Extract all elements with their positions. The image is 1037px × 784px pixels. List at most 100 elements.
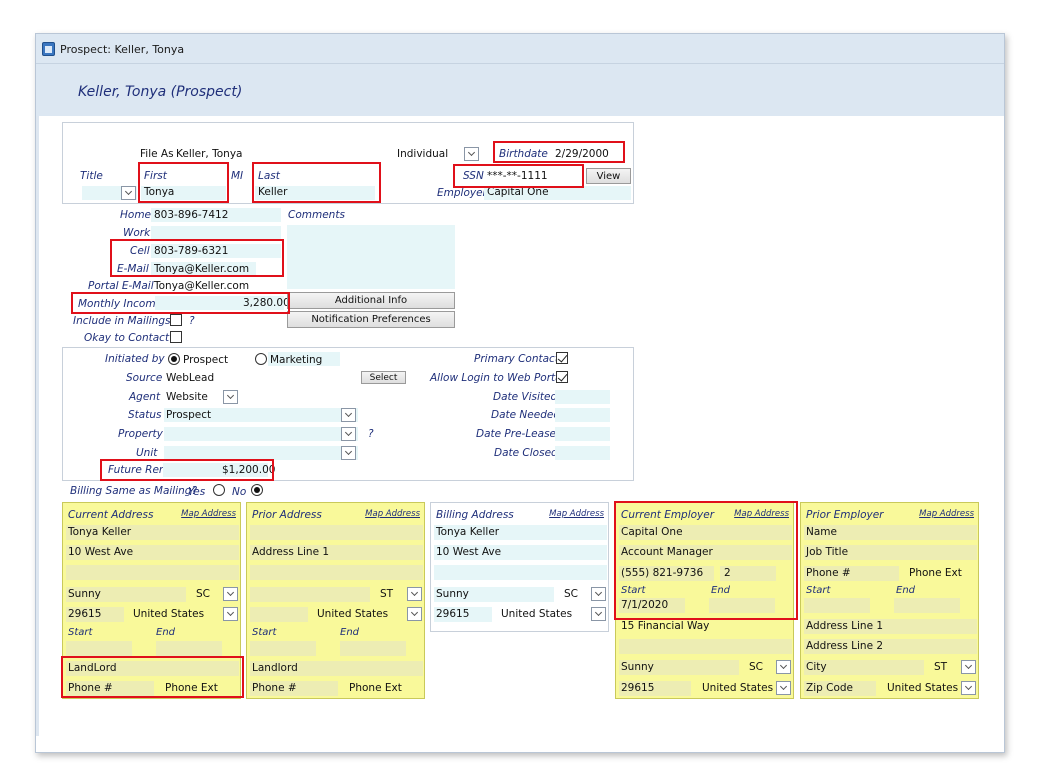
okay-contact-checkbox[interactable] — [170, 331, 182, 343]
pe-line1-field[interactable] — [804, 619, 977, 634]
ba-line2-field[interactable] — [434, 565, 607, 580]
pe-state-dropdown[interactable] — [961, 660, 976, 674]
billing-same-no-radio[interactable] — [251, 484, 263, 496]
ca-line1-field[interactable] — [66, 545, 239, 560]
ce-end-field[interactable] — [709, 598, 775, 613]
ce-state-dropdown[interactable] — [776, 660, 791, 674]
ca-line2-field[interactable] — [66, 565, 239, 580]
agent-dropdown[interactable] — [223, 390, 238, 404]
select-source-button[interactable]: Select — [361, 371, 406, 384]
ca-state-dropdown[interactable] — [223, 587, 238, 601]
agent-value[interactable]: Website — [166, 391, 208, 403]
date-closed-field[interactable] — [555, 446, 610, 460]
ca-end-field[interactable] — [156, 641, 222, 656]
pe-phone-field[interactable] — [804, 566, 899, 581]
ce-name-field[interactable] — [619, 525, 792, 540]
ca-zip-field[interactable] — [66, 607, 124, 622]
email-field[interactable] — [151, 262, 256, 276]
unit-dropdown[interactable] — [341, 446, 356, 460]
ba-name-field[interactable] — [434, 525, 607, 540]
comments-field[interactable] — [287, 225, 455, 289]
billing-same-no-label: No — [232, 486, 247, 498]
cell-phone-field[interactable] — [151, 244, 281, 258]
ca-name-field[interactable] — [66, 525, 239, 540]
pa-line1-field[interactable] — [250, 545, 423, 560]
allow-login-checkbox[interactable] — [556, 371, 568, 383]
include-mailings-help[interactable]: ? — [189, 315, 195, 327]
pa-line2-field[interactable] — [250, 565, 423, 580]
ba-line1-field[interactable] — [434, 545, 607, 560]
notification-preferences-button[interactable]: Notification Preferences — [287, 311, 455, 328]
ce-zip-field[interactable] — [619, 681, 691, 696]
date-visited-field[interactable] — [555, 390, 610, 404]
property-field[interactable] — [164, 427, 358, 441]
pa-phone-field[interactable] — [250, 681, 338, 696]
ce-line2-field[interactable] — [619, 639, 792, 654]
work-phone-field[interactable] — [151, 226, 281, 240]
pe-title-field[interactable] — [804, 545, 977, 560]
pa-city-field[interactable] — [250, 587, 370, 602]
home-phone-field[interactable] — [151, 208, 281, 222]
ce-city-field[interactable] — [619, 660, 739, 675]
ce-title-field[interactable] — [619, 545, 792, 560]
last-name-field[interactable] — [255, 186, 375, 200]
ca-landlord-field[interactable] — [66, 661, 239, 676]
pa-country-dropdown[interactable] — [407, 607, 422, 621]
property-dropdown[interactable] — [341, 427, 356, 441]
future-rent-field[interactable] — [163, 463, 268, 477]
current-employer-map-link[interactable]: Map Address — [734, 509, 789, 519]
ca-city-field[interactable] — [66, 587, 186, 602]
pe-zip-field[interactable] — [804, 681, 876, 696]
billing-same-yes-radio[interactable] — [213, 484, 225, 496]
pa-start-field[interactable] — [250, 641, 316, 656]
billing-address-map-link[interactable]: Map Address — [549, 509, 604, 519]
pe-end-field[interactable] — [894, 598, 960, 613]
ce-phone-field[interactable] — [619, 566, 714, 581]
pa-landlord-field[interactable] — [250, 661, 423, 676]
pa-name-field[interactable] — [250, 525, 423, 540]
entity-type-value[interactable]: Individual — [397, 148, 449, 160]
ca-start-field[interactable] — [66, 641, 132, 656]
birthdate-value[interactable]: 2/29/2000 — [555, 148, 609, 160]
date-needed-field[interactable] — [555, 408, 610, 422]
primary-contact-checkbox[interactable] — [556, 352, 568, 364]
first-name-field[interactable] — [141, 186, 226, 200]
initiated-marketing-radio[interactable] — [255, 353, 267, 365]
ba-line1: 10 West Ave — [436, 546, 502, 558]
current-address-map-link[interactable]: Map Address — [181, 509, 236, 519]
pe-line2-field[interactable] — [804, 639, 977, 654]
ssn-value[interactable]: ***-**-1111 — [487, 170, 548, 182]
pa-end-field[interactable] — [340, 641, 406, 656]
ba-zip-field[interactable] — [434, 607, 492, 622]
unit-field[interactable] — [164, 446, 358, 460]
ce-start-field[interactable] — [619, 598, 685, 613]
title-dropdown[interactable] — [121, 186, 136, 200]
include-mailings-checkbox[interactable] — [170, 314, 182, 326]
status-dropdown[interactable] — [341, 408, 356, 422]
pa-zip-field[interactable] — [250, 607, 308, 622]
pe-name-field[interactable] — [804, 525, 977, 540]
portal-email-value[interactable]: Tonya@Keller.com — [154, 280, 250, 292]
pa-state-dropdown[interactable] — [407, 587, 422, 601]
prior-employer-map-link[interactable]: Map Address — [919, 509, 974, 519]
employer-field[interactable] — [484, 186, 631, 200]
ca-country-dropdown[interactable] — [223, 607, 238, 621]
ce-country-dropdown[interactable] — [776, 681, 791, 695]
ba-country-dropdown[interactable] — [591, 607, 606, 621]
property-help[interactable]: ? — [368, 428, 374, 440]
pe-start-field[interactable] — [804, 598, 870, 613]
ca-phone-field[interactable] — [66, 681, 154, 696]
pe-country-dropdown[interactable] — [961, 681, 976, 695]
ba-state-dropdown[interactable] — [591, 587, 606, 601]
prior-address-map-link[interactable]: Map Address — [365, 509, 420, 519]
ba-city-field[interactable] — [434, 587, 554, 602]
monthly-income-field[interactable] — [155, 296, 284, 310]
entity-type-dropdown[interactable] — [464, 147, 479, 161]
additional-info-button[interactable]: Additional Info — [287, 292, 455, 309]
status-field[interactable] — [164, 408, 358, 422]
initiated-prospect-radio[interactable] — [168, 353, 180, 365]
date-preleased-field[interactable] — [555, 427, 610, 441]
ce-ext-field[interactable] — [720, 566, 776, 581]
view-ssn-button[interactable]: View — [586, 168, 631, 184]
pe-city-field[interactable] — [804, 660, 924, 675]
